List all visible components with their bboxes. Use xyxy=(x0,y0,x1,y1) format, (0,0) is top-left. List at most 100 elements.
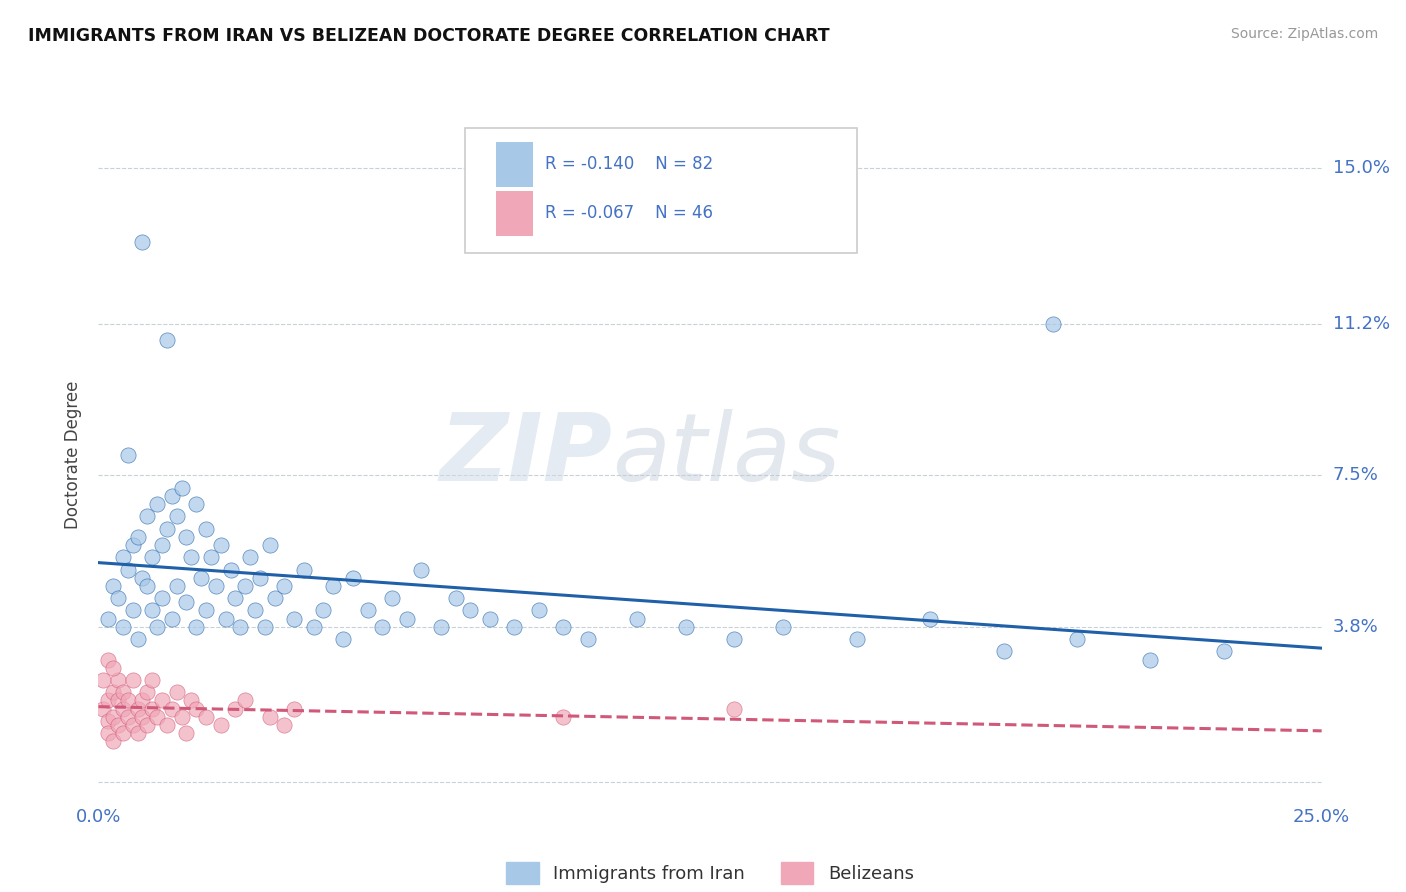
Point xyxy=(150,538,173,552)
Point xyxy=(214,612,236,626)
Point xyxy=(107,673,129,687)
Point xyxy=(156,334,179,348)
Point xyxy=(444,591,467,606)
Point xyxy=(141,701,163,715)
Point xyxy=(146,620,169,634)
Point xyxy=(131,693,153,707)
Point xyxy=(478,612,501,626)
Point xyxy=(209,538,232,552)
Point xyxy=(117,693,139,707)
Text: R = -0.140    N = 82: R = -0.140 N = 82 xyxy=(546,155,713,173)
Point xyxy=(224,701,246,715)
Point xyxy=(111,685,134,699)
Point xyxy=(101,685,124,699)
Point xyxy=(845,632,868,646)
Point xyxy=(131,235,153,249)
Point xyxy=(342,571,364,585)
Point xyxy=(263,591,285,606)
Point xyxy=(97,612,120,626)
Text: ZIP: ZIP xyxy=(439,409,612,501)
Point xyxy=(249,571,271,585)
FancyBboxPatch shape xyxy=(465,128,856,253)
Text: 11.2%: 11.2% xyxy=(1333,315,1391,333)
Text: Source: ZipAtlas.com: Source: ZipAtlas.com xyxy=(1230,27,1378,41)
Point xyxy=(411,562,433,576)
Text: 3.8%: 3.8% xyxy=(1333,618,1378,636)
Point xyxy=(101,734,124,748)
Point xyxy=(195,603,218,617)
Point xyxy=(131,710,153,724)
Point xyxy=(253,620,276,634)
Point xyxy=(121,538,143,552)
Point xyxy=(107,693,129,707)
Point xyxy=(195,522,218,536)
Point xyxy=(136,718,159,732)
Point xyxy=(458,603,481,617)
Point xyxy=(107,591,129,606)
Point xyxy=(273,579,295,593)
Point xyxy=(186,620,208,634)
Point xyxy=(101,661,124,675)
Point xyxy=(356,603,378,617)
Point xyxy=(186,701,208,715)
Point xyxy=(156,522,179,536)
Point xyxy=(141,550,163,565)
Point xyxy=(553,710,575,724)
FancyBboxPatch shape xyxy=(496,191,533,235)
Point xyxy=(121,673,143,687)
Point xyxy=(190,571,212,585)
Point xyxy=(107,718,129,732)
Point xyxy=(136,579,159,593)
Point xyxy=(127,701,149,715)
Point xyxy=(322,579,344,593)
Point xyxy=(626,612,648,626)
Point xyxy=(239,550,262,565)
Text: IMMIGRANTS FROM IRAN VS BELIZEAN DOCTORATE DEGREE CORRELATION CHART: IMMIGRANTS FROM IRAN VS BELIZEAN DOCTORA… xyxy=(28,27,830,45)
Point xyxy=(1066,632,1088,646)
Point xyxy=(117,562,139,576)
Text: R = -0.067    N = 46: R = -0.067 N = 46 xyxy=(546,203,713,222)
Point xyxy=(146,710,169,724)
Point xyxy=(170,481,193,495)
Point xyxy=(993,644,1015,658)
Point xyxy=(121,603,143,617)
Point xyxy=(527,603,550,617)
Point xyxy=(160,701,183,715)
Point xyxy=(430,620,453,634)
Point xyxy=(1139,652,1161,666)
Text: atlas: atlas xyxy=(612,409,841,500)
Point xyxy=(131,571,153,585)
Point xyxy=(219,562,242,576)
Point xyxy=(127,726,149,740)
Point xyxy=(91,673,114,687)
Text: 7.5%: 7.5% xyxy=(1333,467,1379,484)
Point xyxy=(195,710,218,724)
Point xyxy=(920,612,942,626)
Point xyxy=(176,530,198,544)
Point xyxy=(186,497,208,511)
Point xyxy=(166,579,188,593)
Point xyxy=(176,595,198,609)
Point xyxy=(675,620,697,634)
Point xyxy=(259,710,281,724)
Point xyxy=(229,620,252,634)
Point xyxy=(97,726,120,740)
Legend: Immigrants from Iran, Belizeans: Immigrants from Iran, Belizeans xyxy=(506,863,914,884)
Point xyxy=(283,612,305,626)
Point xyxy=(180,550,202,565)
Point xyxy=(101,579,124,593)
Text: 15.0%: 15.0% xyxy=(1333,160,1389,178)
Point xyxy=(1212,644,1234,658)
Point xyxy=(312,603,335,617)
Point xyxy=(117,710,139,724)
Point xyxy=(97,652,120,666)
Point xyxy=(233,579,256,593)
Point xyxy=(209,718,232,732)
Point xyxy=(150,693,173,707)
Point xyxy=(156,718,179,732)
Point xyxy=(111,726,134,740)
Point xyxy=(111,701,134,715)
Point xyxy=(180,693,202,707)
Point xyxy=(160,489,183,503)
Point xyxy=(141,603,163,617)
